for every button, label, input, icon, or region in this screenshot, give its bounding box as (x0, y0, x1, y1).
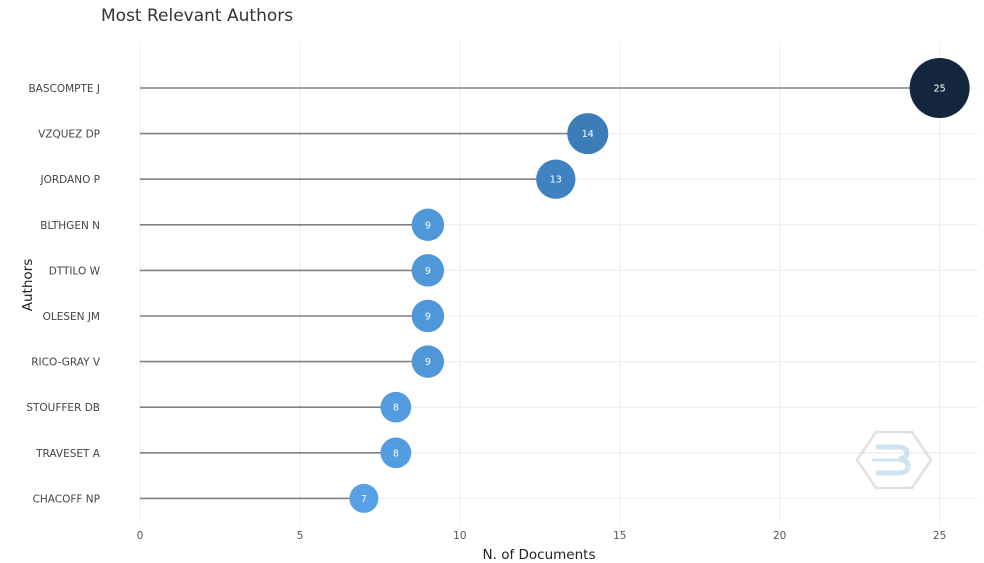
data-label: 25 (934, 84, 946, 95)
y-tick-label: BLTHGEN N (40, 220, 100, 232)
x-tick-label: 10 (453, 530, 466, 542)
chart-title: Most Relevant Authors (101, 6, 293, 26)
lollipop-dot (567, 113, 609, 155)
y-tick-label: BASCOMPTE J (28, 83, 100, 95)
data-label: 9 (425, 357, 431, 368)
lollipop-dot (536, 159, 576, 199)
lollipop-dot (909, 58, 970, 118)
x-tick-label: 20 (773, 530, 786, 542)
lollipop-dot (411, 299, 445, 333)
grid-layer (139, 42, 978, 522)
x-tick-layer: 0 5 10 15 20 25 (137, 530, 947, 542)
y-tick-label: RICO-GRAY V (31, 357, 101, 369)
x-tick-label: 5 (297, 530, 304, 542)
watermark-logo (855, 430, 933, 490)
lollipop-dot (411, 254, 445, 287)
x-tick-label: 15 (613, 530, 626, 542)
data-label: 7 (361, 494, 367, 505)
lollipop-dot (380, 391, 412, 423)
stem-layer (140, 87, 940, 500)
y-tick-label: OLESEN JM (43, 311, 100, 323)
x-axis-title: N. of Documents (483, 547, 596, 563)
x-tick-label: 0 (137, 530, 144, 542)
y-tick-label: DTTILO W (49, 265, 101, 277)
data-label: 9 (425, 312, 431, 323)
lollipop-dot (349, 483, 379, 513)
lollipop-dot (411, 208, 445, 242)
data-label: 8 (393, 403, 399, 414)
data-label: 13 (550, 175, 562, 186)
data-label: 9 (425, 266, 431, 277)
data-label: 9 (425, 220, 431, 231)
dot-layer: 25 14 13 9 9 9 9 8 8 7 (349, 58, 970, 513)
y-tick-label: TRAVESET A (35, 448, 101, 460)
lollipop-dot (411, 345, 445, 378)
y-axis-title: Authors (20, 259, 36, 311)
lollipop-dot (380, 437, 412, 469)
data-label: 8 (393, 448, 399, 459)
y-tick-label: VZQUEZ DP (38, 129, 100, 141)
y-tick-label: JORDANO P (39, 174, 100, 186)
y-tick-label: CHACOFF NP (33, 493, 100, 505)
y-tick-layer: BASCOMPTE J VZQUEZ DP JORDANO P BLTHGEN N DT… (26, 83, 100, 505)
x-tick-label: 25 (933, 530, 946, 542)
data-label: 14 (582, 129, 594, 140)
y-tick-label: STOUFFER DB (26, 402, 100, 414)
